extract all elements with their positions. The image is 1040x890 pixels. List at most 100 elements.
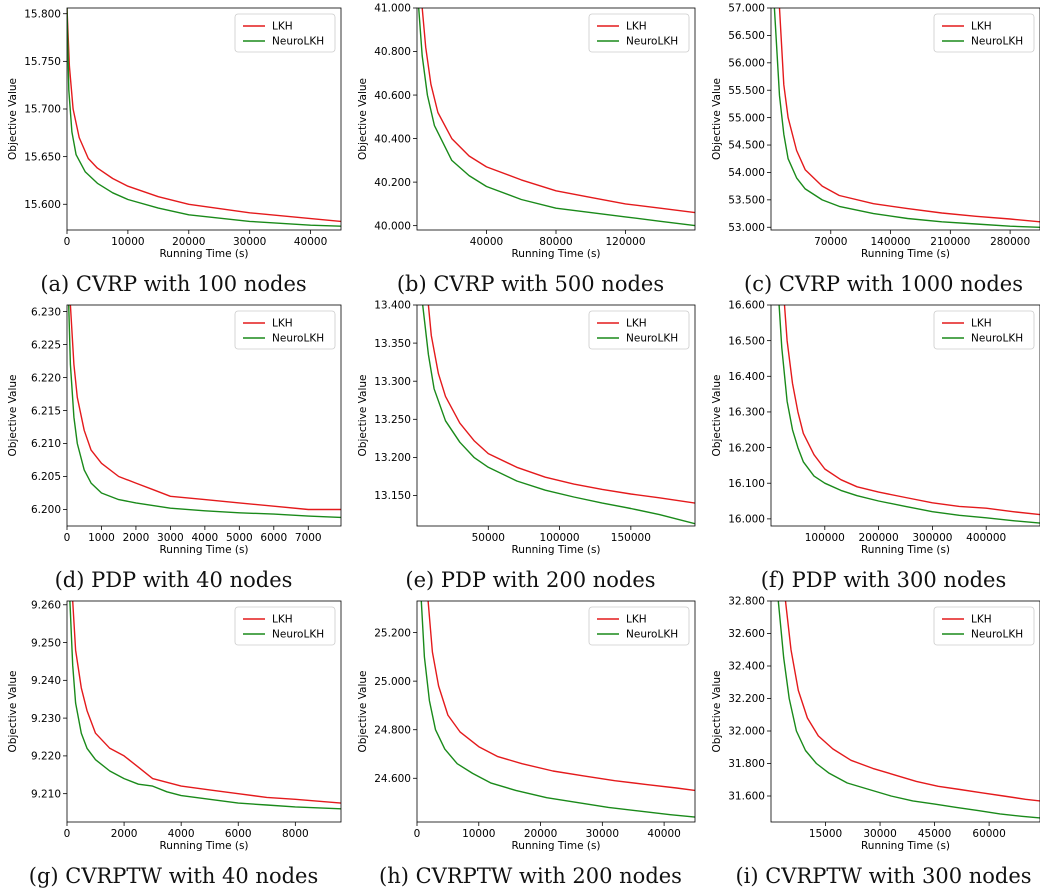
legend-label-neurolkh: NeuroLKH [626, 333, 678, 345]
y-tick-label: 6.200 [31, 504, 61, 516]
legend-box [234, 310, 336, 350]
x-tick-label: 210000 [930, 236, 970, 248]
y-tick-label: 40.200 [374, 177, 411, 189]
legend: LKH NeuroLKH [933, 310, 1035, 350]
chart-panel-b: 40000 80000 120000 40.000 40.200 40.400 40.600… [357, 3, 696, 260]
x-tick-label: 30000 [863, 828, 896, 840]
x-tick-label: 120000 [605, 236, 645, 248]
legend: LKH NeuroLKH [588, 13, 690, 53]
chart-panel-f: 100000 200000 300000 400000 16.000 16.100 16.2… [711, 300, 1040, 556]
x-tick-label: 70000 [814, 236, 847, 248]
y-axis-label: Objective Value [357, 375, 369, 457]
legend-label-lkh: LKH [272, 614, 293, 626]
x-tick-label: 400000 [966, 532, 1006, 544]
x-axis-label: Running Time (s) [159, 248, 248, 260]
x-tick-label: 300000 [912, 532, 952, 544]
y-tick-label: 6.205 [31, 471, 61, 483]
caption-a: (a) CVRP with 100 nodes [40, 272, 307, 296]
legend: LKH NeuroLKH [588, 310, 690, 350]
x-tick-label: 200000 [859, 532, 899, 544]
y-tick-label: 56.000 [728, 58, 765, 70]
y-tick-label: 15.700 [24, 104, 61, 116]
y-axis-label: Objective Value [357, 671, 369, 753]
y-tick-label: 13.350 [374, 338, 411, 350]
y-tick-label: 53.000 [728, 222, 765, 234]
legend: LKH NeuroLKH [234, 13, 336, 53]
legend-label-lkh: LKH [272, 21, 293, 33]
y-tick-label: 56.500 [728, 30, 765, 42]
x-tick-label: 45000 [918, 828, 951, 840]
series-line-lkh [421, 8, 695, 214]
y-tick-label: 15.600 [24, 199, 61, 211]
y-tick-label: 40.600 [374, 90, 411, 102]
x-tick-label: 4000 [191, 532, 218, 544]
y-tick-label: 16.300 [728, 407, 765, 419]
y-tick-label: 25.200 [374, 627, 411, 639]
y-tick-label: 24.800 [374, 724, 411, 736]
caption-c: (c) CVRP with 1000 nodes [744, 272, 1023, 296]
x-axis-label: Running Time (s) [511, 840, 600, 852]
x-axis-label: Running Time (s) [861, 840, 950, 852]
y-tick-label: 6.230 [31, 306, 61, 318]
series-line-lkh [427, 305, 695, 504]
x-tick-label: 4000 [168, 828, 195, 840]
y-tick-label: 16.200 [728, 442, 765, 454]
x-axis-label: Running Time (s) [861, 544, 950, 556]
chart-panel-a: 0 10000 20000 30000 40000 15.600 15.650 15.700 1… [7, 7, 342, 260]
legend: LKH NeuroLKH [234, 310, 336, 350]
y-tick-label: 55.000 [728, 112, 765, 124]
x-tick-label: 50000 [472, 532, 505, 544]
chart-panel-d: 0 1000 2000 3000 4000 5000 6000 7000 6.200 6.205 6… [7, 304, 342, 556]
y-tick-label: 55.500 [728, 85, 765, 97]
legend: LKH NeuroLKH [933, 13, 1035, 53]
series-line-neurolkh [773, 8, 1040, 228]
y-tick-label: 16.600 [728, 300, 765, 312]
x-tick-label: 40000 [294, 236, 327, 248]
x-tick-label: 7000 [295, 532, 322, 544]
x-tick-label: 150000 [611, 532, 651, 544]
series-line-lkh [427, 601, 695, 792]
y-axis-label: Objective Value [711, 671, 723, 753]
x-tick-label: 0 [64, 828, 71, 840]
legend-label-neurolkh: NeuroLKH [272, 333, 324, 345]
series-line-lkh [72, 601, 341, 804]
y-tick-label: 6.220 [31, 372, 61, 384]
chart-panel-e: 50000 100000 150000 13.150 13.200 13.250 13.30… [357, 300, 696, 556]
x-tick-label: 3000 [157, 532, 184, 544]
caption-i: (i) CVRPTW with 300 nodes [735, 864, 1032, 888]
x-tick-label: 80000 [539, 236, 572, 248]
plot-frame [770, 304, 1040, 527]
y-tick-label: 54.500 [728, 140, 765, 152]
legend: LKH NeuroLKH [933, 606, 1035, 646]
x-tick-label: 40000 [647, 828, 680, 840]
y-tick-label: 13.250 [374, 414, 411, 426]
y-tick-label: 13.300 [374, 376, 411, 388]
y-tick-label: 16.000 [728, 514, 765, 526]
y-tick-label: 15.650 [24, 151, 61, 163]
y-tick-label: 16.400 [728, 371, 765, 383]
y-tick-label: 40.400 [374, 133, 411, 145]
series-line-neurolkh [778, 305, 1040, 524]
x-tick-label: 60000 [972, 828, 1005, 840]
legend-label-lkh: LKH [971, 614, 992, 626]
y-axis-label: Objective Value [7, 78, 19, 160]
y-tick-label: 31.600 [728, 791, 765, 803]
x-tick-label: 10000 [462, 828, 495, 840]
y-axis-label: Objective Value [7, 671, 19, 753]
legend-label-neurolkh: NeuroLKH [971, 333, 1023, 345]
legend-label-neurolkh: NeuroLKH [626, 629, 678, 641]
caption-f: (f) PDP with 300 nodes [760, 568, 1007, 592]
x-tick-label: 20000 [172, 236, 205, 248]
series-line-neurolkh [68, 305, 341, 519]
caption-e: (e) PDP with 200 nodes [405, 568, 656, 592]
plot-frame [770, 600, 1040, 823]
y-tick-label: 6.210 [31, 438, 61, 450]
x-tick-label: 1000 [88, 532, 115, 544]
x-tick-label: 0 [64, 236, 71, 248]
chart-panel-c: 70000 140000 210000 280000 53.000 53.500 54.00… [711, 3, 1040, 260]
y-tick-label: 6.225 [31, 339, 61, 351]
y-axis-label: Objective Value [7, 375, 19, 457]
plot-frame [770, 7, 1040, 231]
x-tick-label: 10000 [111, 236, 144, 248]
